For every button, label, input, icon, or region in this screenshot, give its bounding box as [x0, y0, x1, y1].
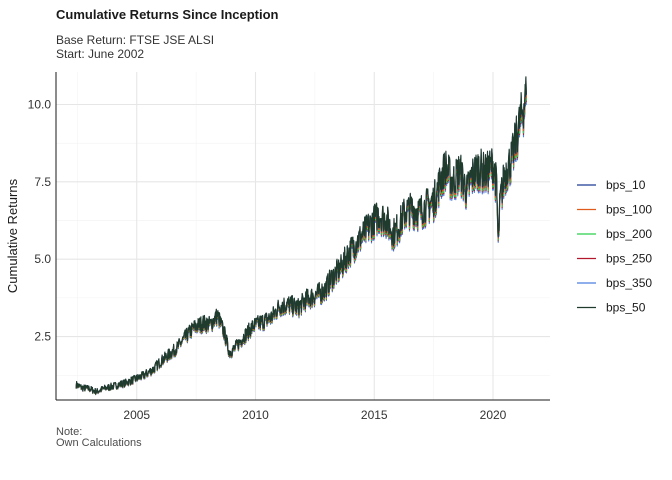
- axes: [55, 72, 550, 401]
- y-axis-label: Cumulative Returns: [5, 178, 20, 293]
- grid-lines: [56, 72, 550, 400]
- series-lines: [75, 76, 527, 396]
- series-line-bps-10: [75, 77, 527, 395]
- y-tick-label: 10.0: [28, 97, 52, 111]
- y-tick-label: 7.5: [34, 175, 51, 189]
- legend-label-bps-250: bps_250: [606, 252, 652, 266]
- y-tick-label: 2.5: [34, 330, 51, 344]
- y-tick-labels: 2.5 5.0 7.5 10.0: [28, 97, 52, 343]
- chart-subtitle-start: Start: June 2002: [56, 47, 145, 61]
- x-tick-label: 2010: [242, 408, 269, 422]
- chart-subtitle-base: Base Return: FTSE JSE ALSI: [56, 33, 215, 47]
- series-line-bps-350: [75, 87, 527, 396]
- caption-note: Note:: [56, 426, 83, 438]
- legend-label-bps-100: bps_100: [606, 203, 652, 217]
- legend-label-bps-200: bps_200: [606, 227, 652, 241]
- series-line-bps-50: [75, 76, 527, 395]
- x-tick-label: 2015: [361, 408, 388, 422]
- series-line-bps-200: [75, 82, 527, 395]
- caption-source: Own Calculations: [56, 437, 142, 449]
- series-line-bps-250: [75, 84, 527, 396]
- legend-label-bps-10: bps_10: [606, 178, 646, 192]
- x-tick-labels: 2005 2010 2015 2020: [123, 408, 506, 422]
- y-tick-label: 5.0: [34, 252, 51, 266]
- legend-label-bps-50: bps_50: [606, 301, 646, 315]
- legend-label-bps-350: bps_350: [606, 276, 652, 290]
- x-tick-label: 2020: [480, 408, 507, 422]
- legend: bps_10 bps_100 bps_200 bps_250 bps_350 bps_50: [577, 178, 652, 315]
- series-line-bps-100: [75, 80, 527, 395]
- chart-title: Cumulative Returns Since Inception: [56, 7, 279, 22]
- x-tick-label: 2005: [123, 408, 150, 422]
